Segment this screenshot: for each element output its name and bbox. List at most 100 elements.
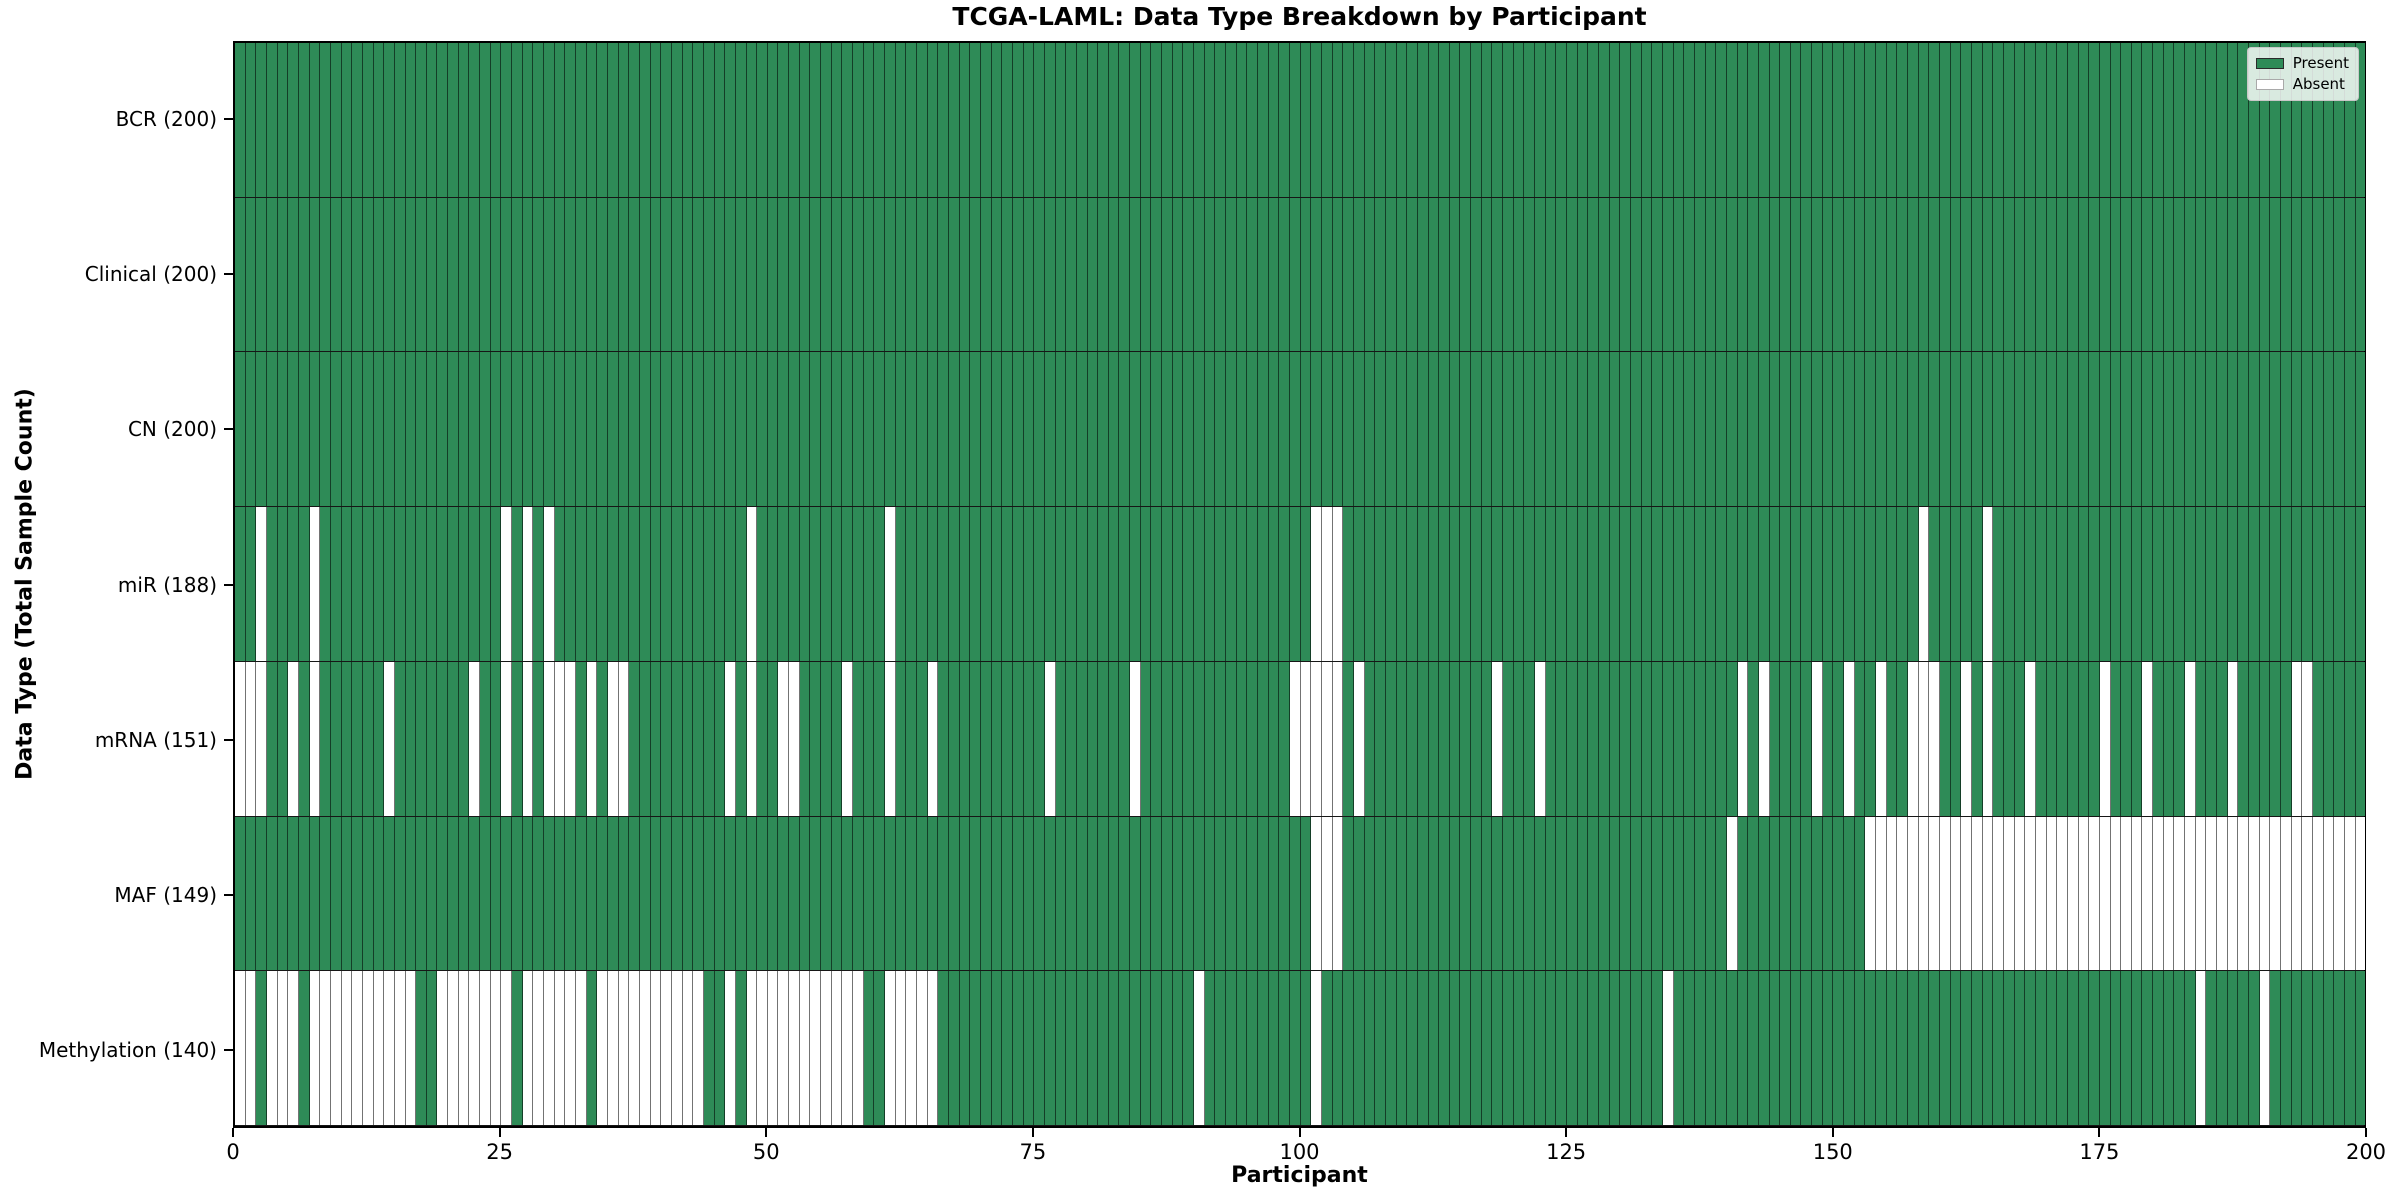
heatmap-cell	[1641, 661, 1653, 816]
heatmap-cell	[458, 661, 470, 816]
heatmap-cell	[1385, 43, 1397, 197]
heatmap-cell	[469, 816, 481, 971]
heatmap-cell	[1258, 816, 1269, 971]
heatmap-cell	[469, 43, 481, 197]
heatmap-cell	[2163, 352, 2175, 507]
heatmap-cell	[235, 971, 246, 1126]
heatmap-cell	[1684, 507, 1695, 661]
heatmap-cell	[2312, 661, 2324, 816]
heatmap-cell	[2206, 197, 2218, 352]
heatmap-cell	[874, 507, 886, 661]
heatmap-cell	[959, 352, 971, 507]
heatmap-cell	[1748, 816, 1759, 971]
heatmap-cell	[2131, 661, 2143, 816]
heatmap-cell	[927, 197, 939, 352]
heatmap-cell	[1311, 971, 1322, 1126]
heatmap-cell	[1641, 43, 1653, 197]
heatmap-cell	[991, 971, 1003, 1126]
heatmap-cell	[1151, 352, 1163, 507]
heatmap-cell	[2089, 816, 2100, 971]
heatmap-cell	[2291, 197, 2303, 352]
heatmap-cell	[1140, 661, 1152, 816]
heatmap-cell	[2153, 352, 2164, 507]
heatmap-cell	[1641, 352, 1653, 507]
heatmap-cell	[1428, 197, 1440, 352]
heatmap-cell	[1012, 507, 1024, 661]
heatmap-cell	[618, 661, 630, 816]
legend-label-absent: Absent	[2292, 75, 2345, 93]
heatmap-cell	[2291, 43, 2303, 197]
heatmap-cell	[1151, 43, 1163, 197]
heatmap-cell	[1428, 816, 1440, 971]
heatmap-cell	[1481, 661, 1493, 816]
heatmap-cell	[1012, 352, 1024, 507]
legend-item-absent: Absent	[2255, 74, 2349, 95]
heatmap-cell	[1652, 971, 1663, 1126]
heatmap-cell	[703, 197, 715, 352]
heatmap-cell	[288, 197, 299, 352]
heatmap-cell	[1258, 971, 1269, 1126]
heatmap-cell	[1535, 352, 1546, 507]
heatmap-cell	[917, 197, 928, 352]
heatmap-cell	[1726, 661, 1738, 816]
heatmap-cell	[2291, 507, 2303, 661]
heatmap-cell	[1012, 43, 1024, 197]
heatmap-cell	[1662, 43, 1674, 197]
heatmap-cell	[2281, 507, 2292, 661]
heatmap-cell	[1982, 43, 1994, 197]
heatmap-cell	[714, 661, 726, 816]
heatmap-cell	[778, 816, 790, 971]
heatmap-cell	[938, 661, 949, 816]
heatmap-cell	[490, 197, 502, 352]
heatmap-cell	[1950, 971, 1962, 1126]
heatmap-cell	[2291, 971, 2303, 1126]
heatmap-cell	[874, 43, 886, 197]
heatmap-cell	[1780, 197, 1791, 352]
heatmap-cell	[522, 197, 534, 352]
heatmap-cell	[767, 197, 779, 352]
heatmap-cell	[2067, 816, 2079, 971]
heatmap-cell	[1854, 43, 1866, 197]
heatmap-cell	[2195, 352, 2207, 507]
heatmap-cell	[1577, 661, 1589, 816]
heatmap-cell	[1609, 661, 1621, 816]
heatmap-cell	[341, 971, 353, 1126]
heatmap-cell	[2217, 197, 2228, 352]
heatmap-cell	[714, 507, 726, 661]
heatmap-cell	[1790, 43, 1802, 197]
heatmap-cell	[394, 507, 406, 661]
heatmap-cell	[1300, 816, 1312, 971]
heatmap-cell	[1726, 352, 1738, 507]
heatmap-cell	[1630, 661, 1642, 816]
heatmap-cell	[2270, 661, 2281, 816]
heatmap-cell	[597, 352, 608, 507]
heatmap-cell	[298, 197, 310, 352]
heatmap-cell	[991, 507, 1003, 661]
heatmap-cell	[1108, 816, 1120, 971]
heatmap-cell	[693, 352, 704, 507]
heatmap-cell	[1353, 43, 1365, 197]
heatmap-cell	[1396, 507, 1408, 661]
heatmap-cell	[1012, 197, 1024, 352]
heatmap-cell	[1726, 816, 1738, 971]
heatmap-cell	[607, 971, 619, 1126]
heatmap-cell	[320, 507, 331, 661]
heatmap-cell	[288, 971, 299, 1126]
heatmap-cell	[1087, 197, 1099, 352]
heatmap-cell	[789, 352, 800, 507]
heatmap-cell	[1641, 971, 1653, 1126]
heatmap-cell	[352, 43, 363, 197]
heatmap-cell	[1428, 352, 1440, 507]
heatmap-cell	[853, 43, 864, 197]
heatmap-cell	[1343, 816, 1354, 971]
heatmap-cell	[618, 507, 630, 661]
heatmap-cell	[1311, 197, 1322, 352]
heatmap-cell	[2334, 816, 2345, 971]
heatmap-cell	[1311, 43, 1322, 197]
heatmap-cell	[458, 197, 470, 352]
heatmap-cell	[1151, 197, 1163, 352]
heatmap-cell	[853, 197, 864, 352]
heatmap-cell	[384, 971, 395, 1126]
heatmap-cell	[682, 197, 694, 352]
heatmap-cell	[2302, 661, 2313, 816]
